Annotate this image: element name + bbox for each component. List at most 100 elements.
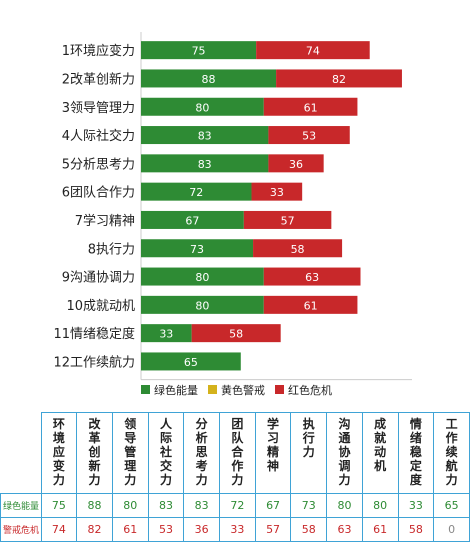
table-cell: 33 xyxy=(397,493,435,518)
data-label: 80 xyxy=(195,299,209,312)
bar-segment xyxy=(263,267,361,286)
category-label: 2改革创新力 xyxy=(62,71,135,87)
column-header: 环境应变力 xyxy=(40,412,78,494)
data-label: 74 xyxy=(306,45,320,58)
table-cell: 72 xyxy=(219,493,256,518)
column-header: 领导管理力 xyxy=(111,412,149,494)
category-label: 10成就动机 xyxy=(66,299,135,314)
table-cell: 67 xyxy=(254,493,292,518)
column-header: 改革创新力 xyxy=(76,412,113,494)
category-label: 9沟通协调力 xyxy=(62,271,135,286)
data-label: 33 xyxy=(159,328,173,341)
data-label: 36 xyxy=(289,158,303,171)
data-label: 83 xyxy=(198,130,212,143)
data-label: 61 xyxy=(304,101,318,114)
table-cell: 74 xyxy=(40,517,78,542)
table-cell: 61 xyxy=(111,517,149,542)
column-header-label: 环境应变力 xyxy=(52,417,65,487)
category-label: 8执行力 xyxy=(88,242,135,257)
legend-swatch xyxy=(208,385,217,394)
stacked-bar-chart: 1环境应变力 75 74 2改革创新力 88 82 3领导管理力 80 61 4人际社交力 83 53… xyxy=(53,32,412,397)
table-body: 绿色能量 75 88 80 83 83 72 67 73 80 80 33 65 警戒危机 74 82 61 53… xyxy=(0,493,470,542)
bar-segment xyxy=(141,210,244,229)
data-label: 65 xyxy=(184,356,198,369)
column-header: 成就动机 xyxy=(361,412,399,494)
table-cell: 82 xyxy=(76,517,113,542)
bar-segment xyxy=(268,154,324,173)
column-header-label: 学习精神 xyxy=(267,417,280,473)
table-cell: 73 xyxy=(290,493,328,518)
bar-segment xyxy=(141,69,277,88)
column-header: 学习精神 xyxy=(254,412,292,494)
table-cell: 53 xyxy=(147,517,185,542)
category-label: 1环境应变力 xyxy=(62,43,135,59)
data-label: 61 xyxy=(304,299,318,312)
column-header-label: 工作续航力 xyxy=(445,417,458,487)
bar-segment xyxy=(256,41,370,60)
bar-segment xyxy=(141,267,264,286)
data-label: 75 xyxy=(192,45,206,58)
category-label: 12工作续航力 xyxy=(53,354,135,370)
table-row: 绿色能量 75 88 80 83 83 72 67 73 80 80 33 65 xyxy=(0,493,470,518)
data-label: 53 xyxy=(302,130,316,143)
category-label: 6团队合作力 xyxy=(62,186,135,201)
bar-segment xyxy=(141,154,269,173)
column-header-label: 团队合作力 xyxy=(231,417,244,487)
column-header-label: 沟通协调力 xyxy=(338,417,351,487)
column-header: 工作续航力 xyxy=(433,412,470,494)
legend-swatch xyxy=(275,385,284,394)
column-header-label: 领导管理力 xyxy=(124,417,137,487)
legend-label: 绿色能量 xyxy=(154,383,198,397)
column-header: 情绪稳定度 xyxy=(397,412,435,494)
bar-segment xyxy=(141,41,257,60)
row-header: 绿色能量 xyxy=(0,493,42,518)
bar-segment xyxy=(276,69,402,88)
legend-swatch xyxy=(141,385,150,394)
data-label: 57 xyxy=(281,214,295,227)
column-header-label: 人际社交力 xyxy=(159,417,172,487)
table-cell: 80 xyxy=(111,493,149,518)
legend-label: 红色危机 xyxy=(288,383,332,397)
bar-segment xyxy=(268,126,350,145)
data-label: 80 xyxy=(195,271,209,284)
column-header: 团队合作力 xyxy=(219,412,256,494)
data-label: 63 xyxy=(305,271,319,284)
table-cell: 80 xyxy=(326,493,363,518)
category-label: 3领导管理力 xyxy=(62,101,135,116)
data-table: 环境应变力 改革创新力 领导管理力 人际社交力 分析思考力 团队合作力 学习精神 执行力 沟通协… xyxy=(0,412,470,542)
data-label: 73 xyxy=(190,243,204,256)
table-header-row: 环境应变力 改革创新力 领导管理力 人际社交力 分析思考力 团队合作力 学习精神 执行力 沟通协… xyxy=(0,412,470,494)
table-cell: 83 xyxy=(147,493,185,518)
table-cell: 33 xyxy=(219,517,256,542)
data-label: 67 xyxy=(185,214,199,227)
data-label: 72 xyxy=(189,186,203,199)
bar-segment xyxy=(141,324,192,343)
table-cell: 83 xyxy=(183,493,221,518)
bar-segment xyxy=(141,97,264,116)
bar-segment xyxy=(141,295,264,314)
category-label: 11情绪稳定度 xyxy=(53,326,135,342)
column-header: 人际社交力 xyxy=(147,412,185,494)
category-label: 4人际社交力 xyxy=(62,128,135,144)
table-cell: 88 xyxy=(76,493,113,518)
data-label: 82 xyxy=(332,73,346,86)
bar-segment xyxy=(141,352,241,371)
legend-label: 黄色警戒 xyxy=(221,383,265,397)
data-label: 80 xyxy=(195,101,209,114)
bar-segment xyxy=(243,210,332,229)
column-header: 分析思考力 xyxy=(183,412,221,494)
table-cell: 61 xyxy=(361,517,399,542)
column-header: 执行力 xyxy=(290,412,328,494)
bar-segment xyxy=(263,295,358,314)
table-cell: 58 xyxy=(397,517,435,542)
table-cell: 58 xyxy=(290,517,328,542)
table-cell: 80 xyxy=(361,493,399,518)
column-header: 沟通协调力 xyxy=(326,412,363,494)
row-header: 警戒危机 xyxy=(0,517,42,542)
table-cell: 57 xyxy=(254,517,292,542)
bar-segment xyxy=(253,239,343,258)
column-header-label: 改革创新力 xyxy=(88,417,101,487)
bar-segment xyxy=(141,182,252,201)
table-cell: 63 xyxy=(326,517,363,542)
category-label: 5分析思考力 xyxy=(62,157,135,172)
